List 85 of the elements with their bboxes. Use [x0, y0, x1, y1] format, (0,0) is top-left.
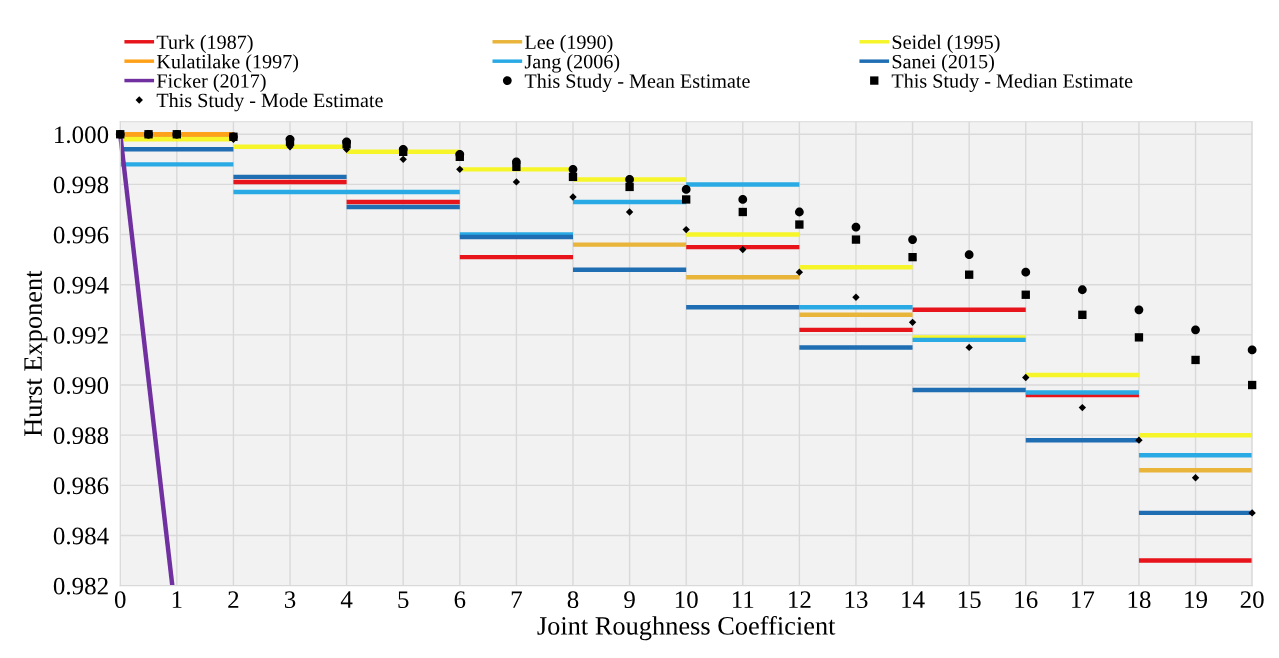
y-tick-label: 0.990	[53, 377, 109, 395]
point	[738, 195, 748, 204]
point	[625, 175, 634, 184]
x-tick-label: 11	[732, 591, 754, 608]
point	[795, 268, 804, 276]
y-tick-label: 1.000	[55, 126, 109, 144]
point	[399, 155, 407, 164]
y-tick-label: 0.996	[53, 226, 109, 244]
point	[964, 250, 974, 260]
y-tick-label: 0.998	[53, 176, 109, 194]
x-tick-label: 14	[902, 591, 925, 608]
x-tick-label: 15	[958, 591, 981, 609]
legend-label: This Study - Mode Estimate	[156, 93, 383, 112]
y-axis-title: Hurst Exponent	[24, 270, 48, 437]
y-tick-label: 0.984	[53, 527, 109, 545]
point	[1134, 333, 1144, 342]
legend-label: Ficker (2017)	[156, 73, 266, 92]
point	[851, 235, 861, 244]
point	[682, 195, 691, 204]
point	[1077, 285, 1087, 295]
point	[1247, 380, 1257, 390]
point	[965, 270, 974, 279]
point	[1191, 325, 1200, 335]
legend-label: Jang (2006)	[524, 54, 620, 73]
point	[1078, 403, 1087, 412]
y-tick-label: 0.988	[53, 427, 109, 445]
x-tick-label: 18	[1128, 591, 1151, 609]
x-tick-label: 3	[284, 591, 296, 609]
point	[1247, 345, 1257, 355]
x-axis-title: Joint Roughness Coefficient	[537, 615, 836, 641]
x-tick-label: 0	[114, 591, 126, 609]
x-tick-label: 8	[567, 591, 579, 609]
y-tick-label: 0.994	[53, 276, 109, 294]
x-tick-label: 4	[340, 591, 353, 608]
x-tick-label: 9	[624, 591, 635, 609]
x-tick-label: 16	[1015, 591, 1038, 609]
point	[739, 245, 747, 254]
x-tick-label: 12	[789, 591, 811, 608]
point	[1191, 355, 1200, 365]
legend-label: Lee (1990)	[525, 34, 613, 54]
point	[794, 207, 804, 217]
x-tick-label: 20	[1240, 591, 1264, 609]
legend-label: Seidel (1995)	[892, 34, 1000, 54]
x-tick-label: 13	[845, 591, 868, 609]
x-tick-label: 5	[398, 591, 409, 609]
y-tick-label: 0.992	[53, 326, 108, 344]
x-tick-label: 19	[1185, 591, 1208, 609]
legend-label: This Study - Median Estimate	[891, 73, 1133, 92]
point	[908, 235, 917, 244]
point	[682, 225, 690, 234]
point	[1191, 474, 1200, 482]
point	[851, 222, 861, 232]
point	[1078, 310, 1087, 319]
x-tick-label: 2	[228, 591, 239, 608]
point	[456, 165, 464, 174]
x-tick-label: 1	[172, 591, 182, 608]
point	[172, 130, 181, 139]
point	[568, 164, 578, 174]
point	[512, 162, 521, 172]
x-tick-label: 7	[511, 591, 522, 608]
point	[625, 208, 634, 216]
legend-label: Turk (1987)	[156, 34, 253, 54]
point	[116, 130, 125, 139]
point	[965, 343, 973, 352]
legend-label: Sanei (2015)	[892, 54, 994, 73]
point	[1021, 290, 1030, 299]
point	[1021, 267, 1031, 277]
legend-label: Kulatilake (1997)	[156, 54, 299, 73]
x-tick-label: 6	[454, 591, 466, 609]
point	[908, 252, 917, 262]
point	[795, 220, 804, 229]
point	[1022, 373, 1030, 382]
point	[738, 207, 747, 217]
y-tick-label: 0.986	[53, 477, 109, 495]
x-tick-label: 17	[1072, 591, 1095, 608]
y-tick-label: 0.982	[53, 577, 108, 595]
point	[568, 172, 578, 182]
point	[625, 182, 634, 192]
point	[512, 178, 521, 186]
point	[908, 318, 917, 327]
point	[681, 185, 691, 194]
legend-label: This Study - Mean Estimate	[524, 73, 750, 93]
point	[144, 130, 153, 139]
point	[1134, 305, 1144, 315]
x-tick-label: 10	[675, 591, 698, 609]
